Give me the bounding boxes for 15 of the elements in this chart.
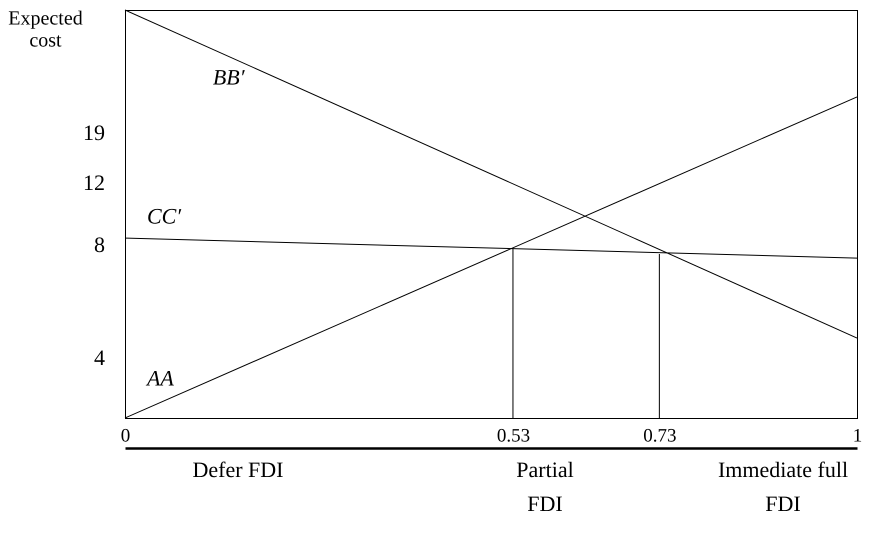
text: Immediate full FDI	[718, 457, 848, 516]
text: Defer FDI	[192, 457, 284, 482]
text: 19	[83, 120, 105, 145]
series-label: AA	[144, 365, 174, 390]
series-label: BB′	[212, 64, 246, 90]
x-tick-label: 0.53	[496, 426, 530, 446]
x-tick-label: 0	[120, 426, 130, 446]
x-tick-label: 0.73	[643, 426, 676, 446]
y-axis-title: Expected cost	[8, 8, 83, 52]
series-label: CC′	[146, 204, 182, 229]
text: 8	[94, 232, 105, 257]
text: 12	[83, 170, 105, 195]
x-tick-label: 1	[852, 426, 862, 446]
text: 4	[94, 345, 105, 370]
text: Partial FDI	[516, 457, 574, 516]
